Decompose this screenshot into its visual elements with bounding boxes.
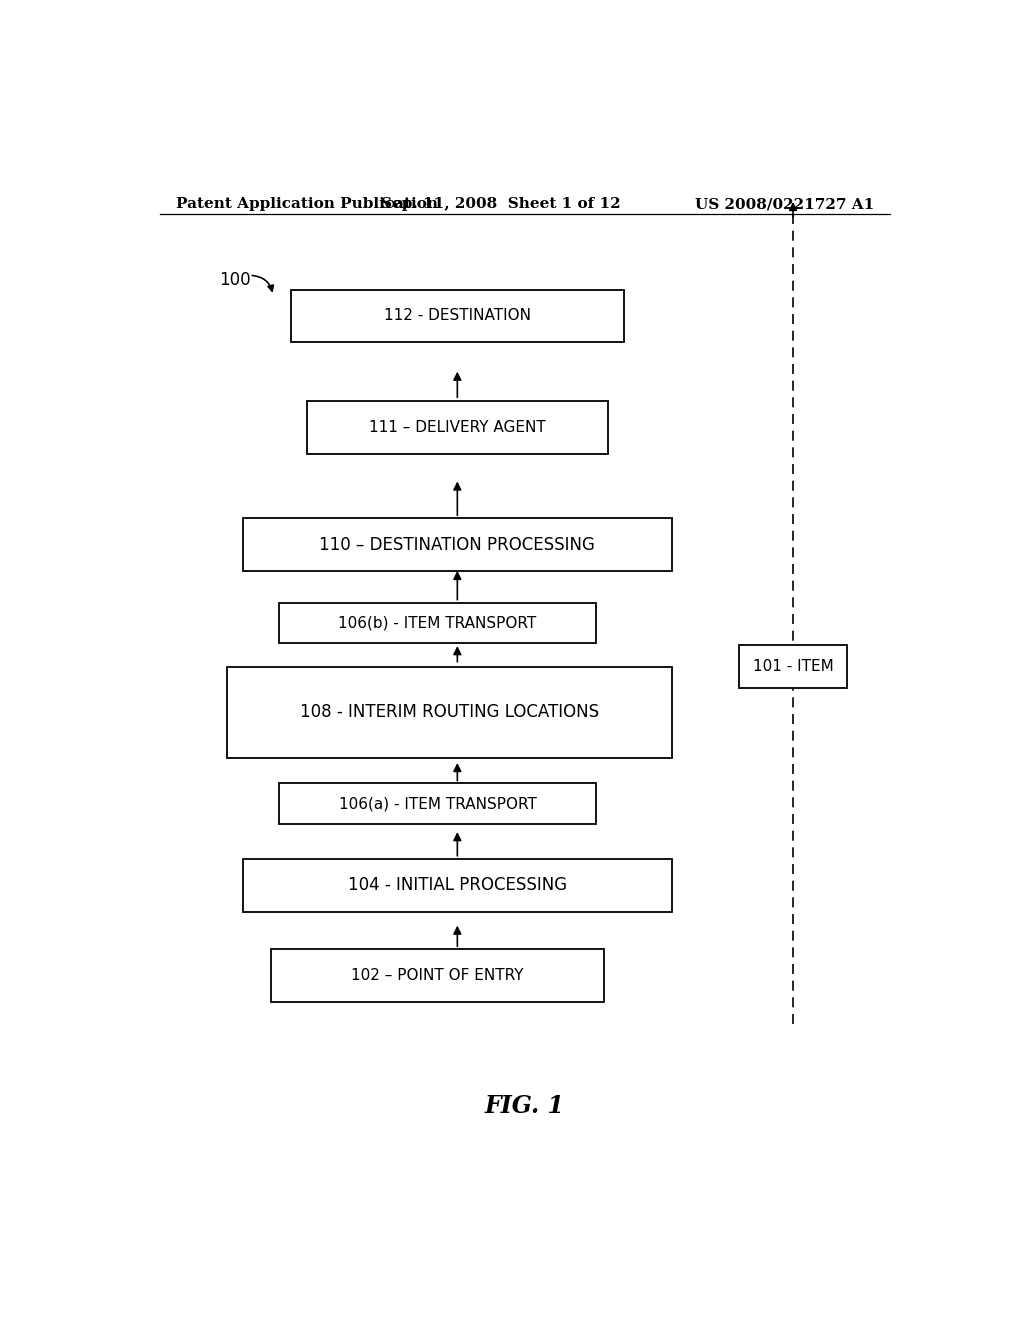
FancyArrowPatch shape (252, 276, 273, 292)
Text: 108 - INTERIM ROUTING LOCATIONS: 108 - INTERIM ROUTING LOCATIONS (300, 704, 599, 721)
Text: 101 - ITEM: 101 - ITEM (753, 659, 834, 675)
Text: FIG. 1: FIG. 1 (484, 1094, 565, 1118)
FancyBboxPatch shape (227, 667, 672, 758)
FancyBboxPatch shape (270, 949, 604, 1002)
Text: 104 - INITIAL PROCESSING: 104 - INITIAL PROCESSING (348, 876, 567, 894)
Text: 102 – POINT OF ENTRY: 102 – POINT OF ENTRY (351, 968, 523, 983)
Text: 106(a) - ITEM TRANSPORT: 106(a) - ITEM TRANSPORT (339, 796, 537, 812)
Text: US 2008/0221727 A1: US 2008/0221727 A1 (694, 197, 873, 211)
Text: Patent Application Publication: Patent Application Publication (176, 197, 437, 211)
FancyBboxPatch shape (279, 784, 596, 824)
Text: 111 – DELIVERY AGENT: 111 – DELIVERY AGENT (369, 420, 546, 436)
FancyBboxPatch shape (291, 289, 624, 342)
FancyBboxPatch shape (243, 859, 672, 912)
FancyBboxPatch shape (739, 645, 847, 688)
Text: 110 – DESTINATION PROCESSING: 110 – DESTINATION PROCESSING (319, 536, 595, 553)
Text: 106(b) - ITEM TRANSPORT: 106(b) - ITEM TRANSPORT (338, 615, 537, 631)
FancyBboxPatch shape (279, 602, 596, 643)
Text: 100: 100 (219, 272, 251, 289)
FancyBboxPatch shape (306, 401, 608, 454)
Text: Sep. 11, 2008  Sheet 1 of 12: Sep. 11, 2008 Sheet 1 of 12 (381, 197, 621, 211)
Text: 112 - DESTINATION: 112 - DESTINATION (384, 309, 530, 323)
FancyBboxPatch shape (243, 519, 672, 572)
